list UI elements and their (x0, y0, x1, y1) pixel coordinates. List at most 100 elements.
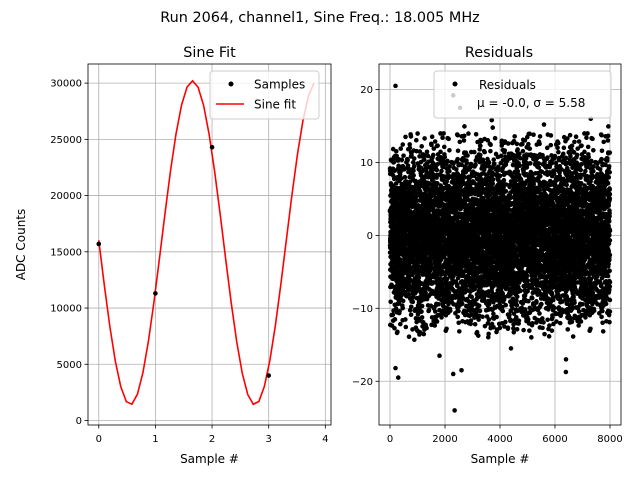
residual-point (407, 179, 413, 185)
residual-point (517, 163, 522, 169)
residual-point (501, 177, 507, 183)
residual-point (518, 288, 523, 294)
residual-point (462, 174, 468, 180)
residual-point (473, 162, 478, 168)
sine-fit-legend: Samples Sine fit (209, 70, 320, 120)
residual-point (447, 164, 452, 169)
residual-point (462, 312, 468, 318)
residual-point (475, 333, 481, 338)
residual-point (438, 149, 443, 155)
residual-point (486, 317, 492, 322)
residual-point (417, 154, 422, 159)
residual-point (514, 141, 520, 147)
residual-point (466, 131, 471, 136)
residual-point (435, 143, 440, 148)
residual-point (441, 144, 447, 150)
residual-point (456, 308, 461, 314)
sine-fit-line (97, 79, 315, 406)
legend-sine-fit-label: Sine fit (254, 98, 296, 112)
residual-point (514, 298, 519, 304)
sine-fit-grid (88, 64, 331, 425)
residual-point (408, 312, 414, 318)
residual-point (444, 276, 450, 282)
residual-point (408, 134, 414, 139)
residual-point (476, 303, 482, 309)
residual-point (422, 136, 427, 141)
sine-fit-plot-area (96, 79, 315, 406)
residual-point (407, 142, 413, 147)
sine-fit-xlabel: Sample # (180, 452, 239, 466)
residual-point (403, 324, 409, 330)
residual-point (390, 312, 396, 318)
residual-point (410, 299, 416, 305)
residual-point (459, 301, 465, 307)
sine-fit-ytick-label: 20000 (50, 191, 82, 202)
residual-point (392, 317, 398, 322)
residual-point (416, 271, 421, 277)
residual-point (405, 205, 411, 211)
residual-point (455, 132, 461, 138)
residual-point (405, 157, 410, 163)
residual-point (387, 250, 393, 255)
legend-samples-marker (228, 81, 234, 87)
residual-point (505, 141, 511, 146)
residual-point (455, 156, 460, 162)
residual-point (497, 325, 503, 331)
sample-point (96, 241, 102, 247)
residual-point (395, 329, 400, 335)
residual-point (419, 309, 424, 314)
residual-point (405, 163, 411, 168)
residual-point (492, 161, 497, 167)
sample-point (209, 144, 215, 150)
residual-point (388, 299, 393, 305)
sine-fit-ytick-label: 15000 (50, 247, 82, 258)
residual-point (455, 314, 460, 320)
sine-fit-ytick-label: 10000 (50, 304, 82, 315)
residual-point (514, 294, 520, 300)
residual-point (505, 325, 511, 331)
residual-point (416, 285, 422, 291)
residual-point (400, 142, 406, 147)
sine-fit-ylabel: ADC Counts (14, 209, 28, 281)
residual-point (488, 142, 493, 148)
residual-point (459, 162, 465, 168)
residual-point (494, 314, 499, 320)
residual-point (397, 308, 402, 314)
residual-point (461, 138, 467, 143)
residual-point (491, 157, 497, 162)
sample-point (153, 291, 158, 296)
residual-point (466, 298, 471, 304)
residual-point (503, 188, 509, 194)
residual-point (474, 329, 480, 335)
residual-point (476, 317, 481, 322)
sine-fit-panel: Sine Fit 0 1 2 3 405000100001500020000250003… (14, 45, 332, 466)
residual-point (468, 161, 474, 167)
residual-point (394, 153, 400, 159)
residual-point (480, 157, 486, 163)
residual-point (407, 307, 413, 313)
residual-point (426, 307, 432, 313)
residual-point (432, 323, 438, 328)
residual-point (447, 168, 452, 174)
residuals-title: Residuals (465, 45, 533, 61)
residual-point (512, 134, 517, 139)
residual-point (454, 167, 459, 172)
residual-point (477, 308, 483, 314)
residual-point (417, 149, 423, 154)
residual-point (486, 160, 492, 165)
residual-point (424, 149, 430, 155)
residual-point (407, 145, 413, 151)
residual-point (498, 153, 504, 159)
figure-suptitle: Run 2064, channel1, Sine Freq.: 18.005 M… (160, 10, 479, 26)
residual-point (435, 162, 440, 167)
sine-fit-legend-box (209, 70, 320, 120)
residual-point (432, 309, 438, 314)
residual-point (403, 134, 408, 140)
residual-point (396, 301, 402, 306)
sample-point (266, 373, 271, 378)
residual-point (508, 317, 514, 323)
residual-point (410, 160, 416, 165)
residual-point (447, 308, 453, 314)
residual-point (486, 331, 491, 337)
residual-point (468, 321, 474, 327)
